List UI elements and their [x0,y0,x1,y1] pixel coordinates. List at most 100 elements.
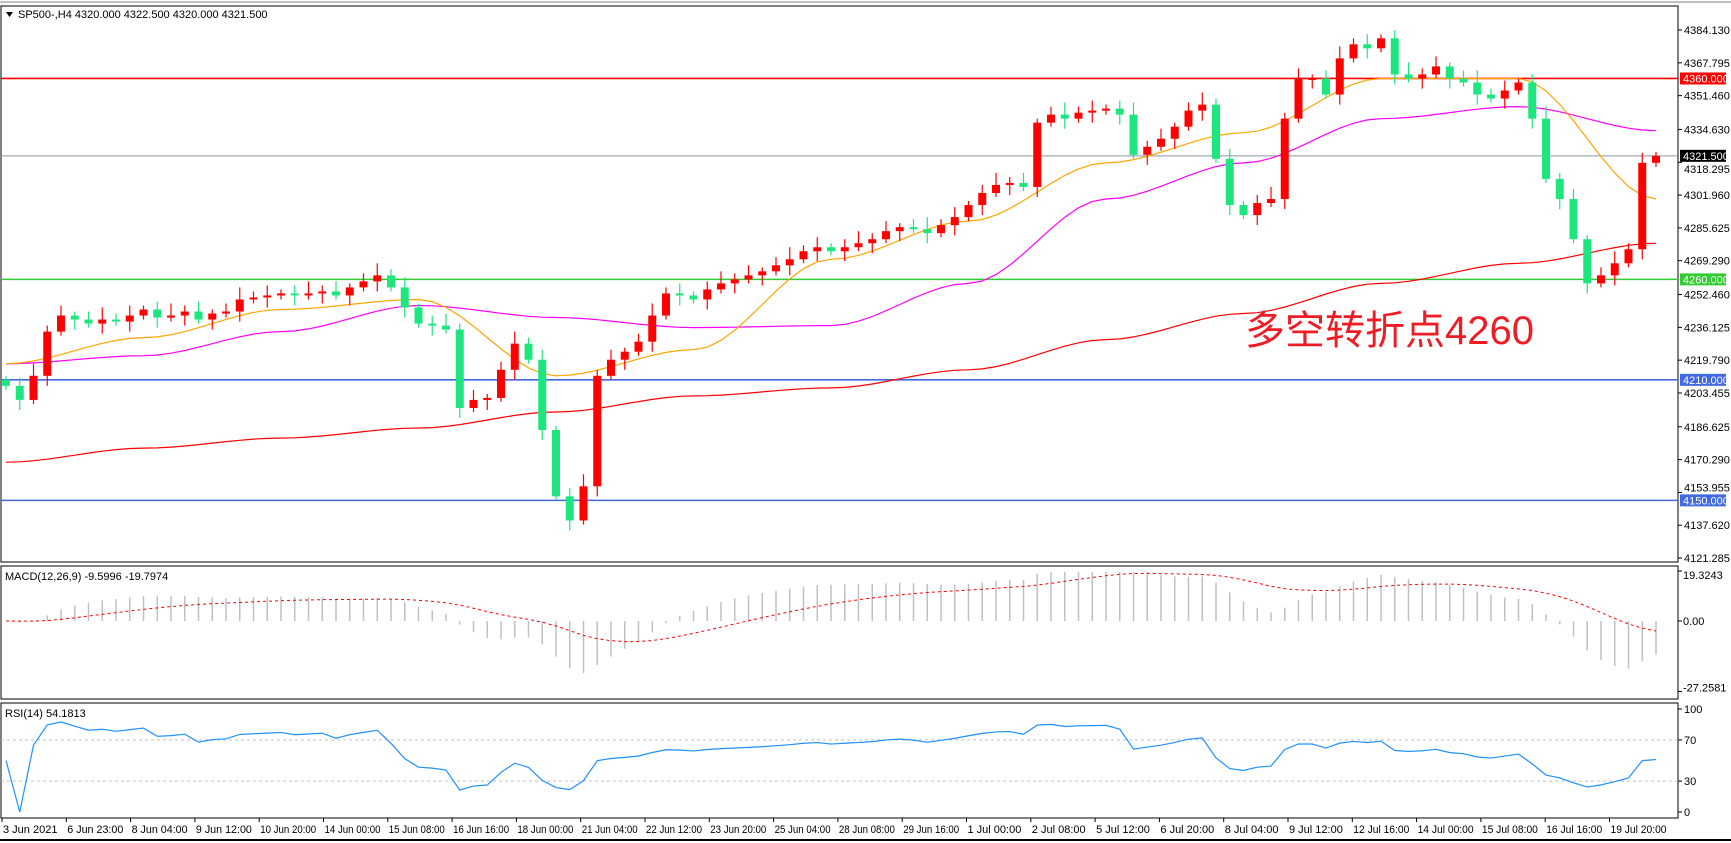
candle-body [1170,126,1179,139]
time-label: 25 Jun 04:00 [775,824,831,836]
candle-body [950,217,959,226]
candle-body [1267,199,1275,204]
candles [2,30,1660,531]
candle-body [497,369,505,398]
time-label: 15 Jun 08:00 [389,824,445,836]
candle-body [1253,203,1262,216]
macd-label: MACD(12,26,9) -9.5996 -19.7974 [5,571,168,583]
candle-body [593,375,602,487]
candle-body [703,289,712,300]
price-tick-label: 4137.620 [1684,520,1730,532]
time-label: 3 Jun 2021 [3,824,57,836]
candle-body [1115,108,1124,115]
main-panel-frame [0,5,1679,563]
candle-body [565,496,574,521]
price-tick-label: 4252.460 [1684,290,1730,302]
candle-body [1473,82,1482,95]
candle-body [1610,263,1619,276]
candle-body [153,309,162,318]
current-price-bg [1680,149,1726,162]
time-label: 15 Jul 08:00 [1482,824,1538,836]
candle-body [400,287,409,308]
candle-body [730,279,739,284]
price-tick-label: 4153.955 [1684,482,1730,494]
candle-body [1335,58,1344,95]
candle-body [57,315,65,332]
time-label: 1 Jul 00:00 [968,824,1022,836]
price-tick-label: 4384.130 [1684,25,1730,37]
current-price-label: 4321.500 [1683,151,1729,163]
candle-body [208,313,217,320]
candle-body [1528,82,1537,119]
candle-body [332,291,340,296]
level-label: 4260.000 [1683,274,1729,286]
candle-body [1143,146,1152,155]
ma-mid-line [5,105,1657,365]
candle-body [1033,122,1042,187]
candle-body [483,397,492,400]
price-tick-label: 4121.285 [1684,553,1730,565]
candle-body [510,343,519,370]
candle-body [139,309,148,316]
rsi-tick-label: 30 [1684,776,1696,788]
candle-body [2,379,10,386]
candle-body [1418,74,1427,79]
candle-body [854,243,863,248]
candle-body [1349,44,1358,59]
candle-body [222,311,230,314]
time-label: 10 Jun 20:00 [260,824,316,836]
time-label: 16 Jul 16:00 [1546,824,1602,836]
candle-body [964,205,973,218]
candle-body [524,343,533,360]
time-label: 29 Jun 16:00 [903,824,959,836]
candle-body [1624,249,1633,264]
candle-body [1432,66,1440,75]
candle-body [1280,118,1289,200]
time-label: 22 Jun 12:00 [646,824,702,836]
price-tick-label: 4269.290 [1684,256,1730,268]
level-label-bg [1680,273,1726,286]
candle-body [125,315,134,322]
candle-body [167,315,175,318]
candle-body [620,351,629,360]
candle-body [1583,239,1592,284]
price-tick-label: 4301.960 [1684,190,1730,202]
candle-body [689,295,698,300]
candle-body [1047,114,1055,123]
level-label-bg [1680,373,1726,386]
level-label-bg [1680,494,1726,507]
candle-body [662,293,670,316]
horizontal-levels [1,77,1678,502]
candle-body [895,227,904,232]
candle-body [112,319,120,322]
time-label: 23 Jun 20:00 [710,824,766,836]
candle-body [758,271,767,276]
time-label: 14 Jul 00:00 [1418,824,1474,836]
macd-tick-label: 0.00 [1683,616,1704,628]
candle-body [1184,110,1193,127]
candle-body [675,293,684,296]
price-tick-label: 4351.460 [1684,91,1730,103]
rsi-tick-label: 0 [1684,807,1690,819]
candle-body [1225,158,1234,206]
macd-panel-frame [0,565,1679,700]
candle-body [98,319,107,324]
candle-body [1638,162,1647,250]
candle-body [1102,108,1110,111]
candle-body [359,281,368,288]
time-label: 28 Jun 08:00 [839,824,895,836]
candle-body [180,311,189,316]
collapse-triangle-icon[interactable] [6,12,13,17]
time-label: 14 Jun 00:00 [325,824,381,836]
annotation-text[interactable]: 多空转折点4260 [1245,309,1534,353]
candle-body [29,375,38,400]
candle-body [978,192,987,206]
candle-body [249,297,258,300]
price-tick-label: 4367.795 [1684,58,1730,70]
candle-body [744,275,753,280]
price-tick-label: 4285.625 [1684,223,1730,235]
candle-body [717,283,725,290]
candle-body [552,430,560,497]
candle-body [827,247,835,252]
